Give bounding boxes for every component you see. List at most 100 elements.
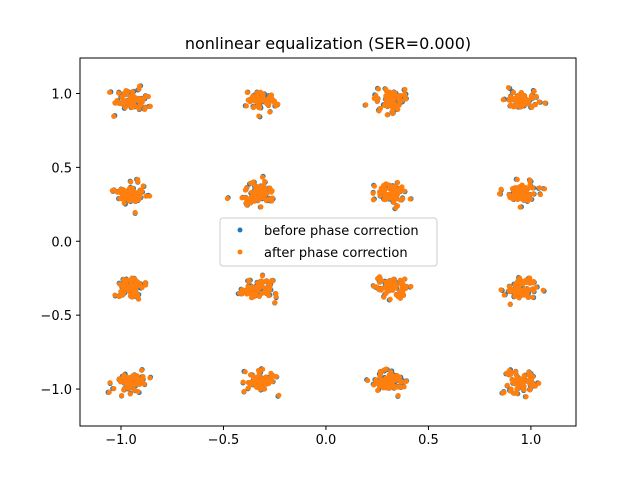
point-after [130,374,136,380]
point-after [121,387,127,393]
point-after [371,283,377,289]
point-after [130,89,136,95]
point-after [517,188,523,194]
point-after [529,104,535,110]
point-after [498,186,504,192]
point-after [371,183,378,189]
point-after [247,290,253,296]
y-tick-label: −0.5 [40,309,72,324]
chart-title: nonlinear equalization (SER=0.000) [185,34,471,53]
point-after [501,292,507,298]
plot-frame [79,57,577,427]
point-after [394,192,400,198]
point-after [250,381,257,387]
point-after [128,281,134,288]
point-after [117,196,123,202]
point-after [127,191,133,197]
point-after [261,98,267,104]
point-after [242,369,248,375]
point-after [143,93,149,99]
y-tick-label: 1.0 [51,87,72,102]
point-after [537,191,544,198]
point-after [116,281,123,287]
point-after [263,286,270,292]
point-after [107,89,113,95]
point-after [275,101,281,107]
point-after [137,281,143,287]
point-after [239,195,245,201]
point-after [267,93,273,99]
point-after [396,102,402,108]
point-after [508,97,514,103]
point-after [536,380,542,386]
point-after [384,112,390,118]
point-after [111,113,117,119]
point-after [527,387,533,393]
point-after [269,195,276,201]
y-tick-label: 0.5 [51,161,72,176]
point-after [142,104,149,111]
point-after [119,392,125,399]
point-after [121,100,128,106]
point-after [510,89,516,96]
point-after [125,196,131,202]
point-after [382,191,388,197]
point-after [498,287,504,293]
point-after [513,281,519,287]
point-after [112,292,118,298]
point-after [513,368,519,375]
point-after [540,287,546,293]
point-after [262,186,268,193]
point-after [248,200,254,206]
point-after [147,103,153,109]
point-after [258,204,264,210]
legend: before phase correction after phase corr… [219,217,438,267]
point-after [268,370,274,376]
point-after [392,92,398,99]
point-after [389,188,395,194]
legend-label-before: before phase correction [264,224,419,239]
point-after [374,98,381,104]
point-after [504,382,510,388]
point-after [402,91,408,97]
point-after [132,281,139,288]
point-after [514,176,520,183]
point-after [390,194,396,200]
point-after [393,205,399,211]
point-after [247,99,253,105]
point-after [371,382,377,388]
point-after [519,278,525,284]
point-after [511,104,518,110]
point-after [377,373,383,379]
point-after [123,378,129,385]
point-after [136,86,142,92]
point-after [392,183,398,190]
point-after [273,294,279,300]
point-after [244,89,250,96]
point-after [259,174,266,180]
point-after [111,386,117,392]
point-after [240,379,246,385]
point-after [236,290,243,296]
point-after [378,189,384,195]
point-after [119,292,125,298]
point-after [109,188,115,194]
point-after [392,280,398,286]
x-tick-label: 0.5 [418,433,439,448]
point-after [132,277,138,283]
point-after [407,196,413,202]
point-after [541,186,548,192]
point-after [269,378,276,385]
point-after [521,286,528,292]
point-after [128,179,134,185]
point-after [245,379,251,386]
point-after [529,286,536,292]
point-after [507,301,513,307]
point-after [135,376,141,382]
point-after [119,94,125,100]
point-after [542,100,548,106]
point-after [518,90,524,96]
point-after [122,104,128,111]
point-after [255,367,262,374]
point-after [512,194,518,200]
